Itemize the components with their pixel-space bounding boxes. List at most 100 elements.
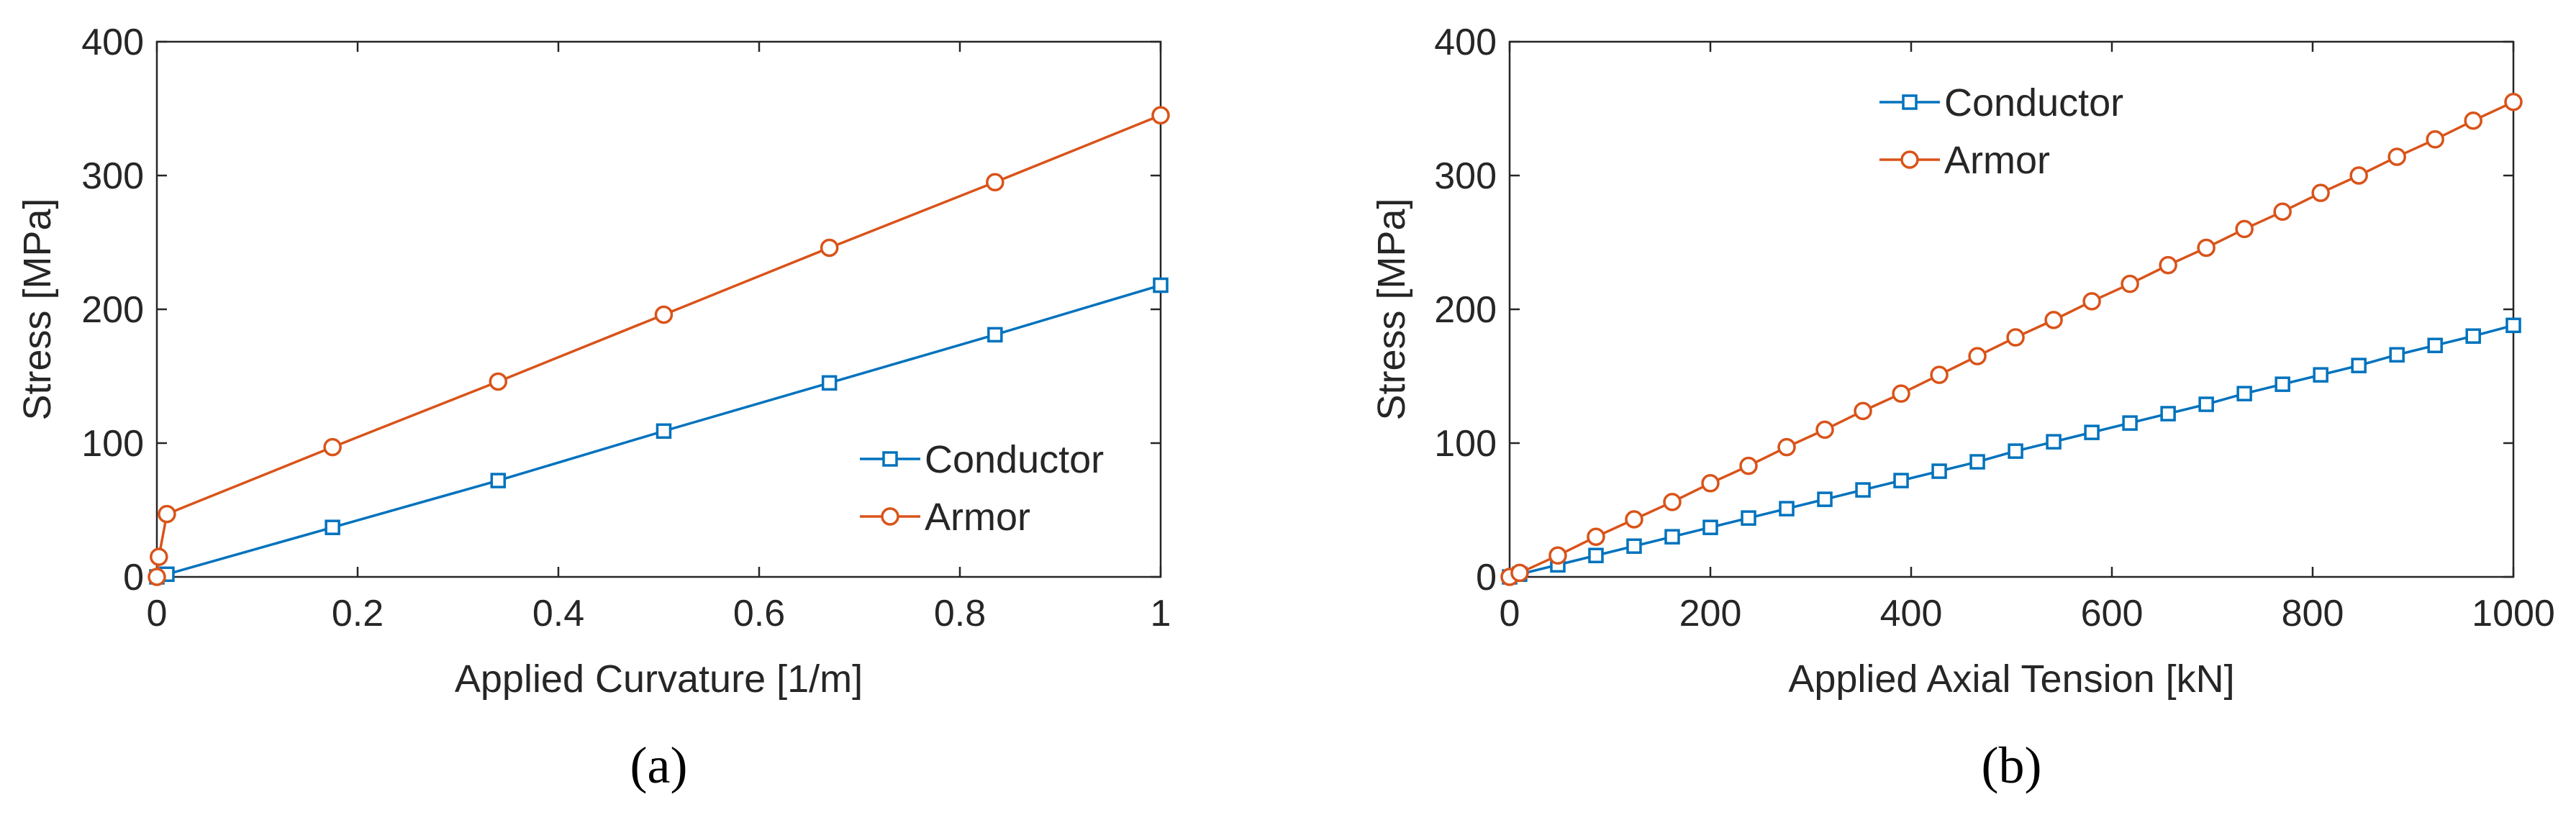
data-point-conductor <box>2275 376 2290 392</box>
x-tick-label: 0 <box>1500 593 1520 634</box>
data-point-conductor <box>1588 547 1604 563</box>
data-point-conductor <box>1969 454 1985 470</box>
data-point-armor <box>2311 183 2330 202</box>
y-axis-label: Stress [MPa] <box>16 198 59 420</box>
data-point-armor <box>2273 202 2292 221</box>
data-point-conductor <box>2198 396 2214 412</box>
data-point-armor <box>1151 106 1170 125</box>
data-point-conductor <box>1741 510 1756 526</box>
data-point-armor <box>2121 274 2139 293</box>
data-point-conductor <box>2389 347 2405 363</box>
series-line-armor <box>1509 101 2514 578</box>
legend-entry-conductor: Conductor <box>1879 81 2123 124</box>
data-point-conductor <box>821 375 838 391</box>
data-point-armor <box>2044 311 2063 329</box>
data-point-armor <box>1663 493 1682 511</box>
panel-label: (a) <box>630 737 688 794</box>
x-tick-label: 200 <box>1679 593 1742 634</box>
x-tick-label: 0 <box>147 593 168 634</box>
data-point-conductor <box>1664 529 1680 545</box>
data-point-armor <box>2006 328 2025 347</box>
data-point-armor <box>2426 130 2444 149</box>
data-point-armor <box>2159 255 2177 275</box>
legend-label: Conductor <box>1944 81 2123 124</box>
y-tick-label: 200 <box>81 289 144 331</box>
data-point-conductor <box>1779 501 1795 516</box>
y-tick-label: 0 <box>1476 557 1497 598</box>
data-point-armor <box>2082 292 2101 311</box>
y-tick-label: 300 <box>81 155 144 197</box>
data-point-conductor <box>2008 443 2023 459</box>
x-tick-label: 1 <box>1151 593 1171 634</box>
x-tick-label: 1000 <box>2472 593 2555 634</box>
data-point-armor <box>986 173 1004 192</box>
x-tick-label: 0.2 <box>332 593 384 634</box>
data-point-conductor <box>1855 482 1871 498</box>
y-axis-label: Stress [MPa] <box>1370 198 1413 420</box>
x-tick-label: 0.8 <box>934 593 986 634</box>
data-point-conductor <box>2465 328 2481 344</box>
data-point-conductor <box>1626 538 1642 554</box>
x-tick-label: 800 <box>2282 593 2344 634</box>
data-point-armor <box>1815 420 1834 440</box>
data-point-conductor <box>987 327 1003 343</box>
data-point-armor <box>1587 527 1605 546</box>
data-point-armor <box>1548 546 1567 565</box>
data-point-conductor <box>1153 277 1169 293</box>
data-point-armor <box>2504 92 2523 111</box>
data-point-armor <box>323 437 342 457</box>
data-point-armor <box>2349 166 2368 185</box>
legend-entry-armor: Armor <box>1879 139 2050 182</box>
data-point-armor <box>654 305 674 324</box>
legend-entry-armor: Armor <box>860 496 1030 539</box>
legend-marker-square <box>882 451 898 467</box>
y-tick-label: 400 <box>81 22 144 63</box>
data-point-conductor <box>2236 386 2252 401</box>
data-point-armor <box>1701 474 1720 493</box>
x-tick-label: 0.6 <box>733 593 785 634</box>
legend-label: Armor <box>1944 139 2050 182</box>
series-line-conductor <box>1509 324 2514 578</box>
x-tick-label: 400 <box>1880 593 1943 634</box>
data-point-armor <box>2235 219 2254 239</box>
data-point-armor <box>1854 401 1872 421</box>
series-conductor <box>1502 317 2521 585</box>
legend-marker-circle <box>1900 150 1919 169</box>
data-point-armor <box>2197 238 2216 258</box>
x-axis-label: Applied Axial Tension [kN] <box>1788 657 2234 701</box>
data-point-conductor <box>1817 491 1833 507</box>
data-point-conductor <box>2505 317 2521 334</box>
data-point-conductor <box>1931 463 1947 479</box>
legend-entry-conductor: Conductor <box>860 438 1104 481</box>
legend-marker-square <box>1902 94 1918 110</box>
data-point-armor <box>489 372 508 391</box>
data-point-armor <box>820 238 839 258</box>
x-tick-label: 0.4 <box>532 593 584 634</box>
data-point-conductor <box>2351 358 2367 373</box>
chart-panel-b: 0 200 400 600 800 1000 0 100 200 300 400 Applied Ax… <box>1370 22 2555 794</box>
data-point-armor <box>1930 365 1949 384</box>
y-tick-label: 0 <box>123 557 144 598</box>
data-point-conductor <box>1893 473 1909 488</box>
data-point-armor <box>2464 111 2482 130</box>
data-point-armor <box>1777 437 1796 457</box>
y-tick-label: 100 <box>1434 423 1497 465</box>
x-tick-label: 600 <box>2081 593 2144 634</box>
chart-panel-a: 0 0.2 0.4 0.6 0.8 1 0 100 200 300 400 Applied Curva… <box>16 22 1171 794</box>
data-point-armor <box>1625 510 1643 529</box>
data-point-armor <box>1739 456 1758 475</box>
data-point-conductor <box>2313 367 2328 383</box>
data-point-conductor <box>490 473 507 488</box>
data-point-armor <box>2387 147 2406 166</box>
data-point-conductor <box>325 519 340 535</box>
legend-label: Conductor <box>925 438 1104 481</box>
data-point-armor <box>158 504 176 524</box>
data-point-conductor <box>2122 415 2138 431</box>
data-point-conductor <box>656 423 672 440</box>
data-point-conductor <box>1702 519 1718 535</box>
series-armor <box>148 106 1170 586</box>
legend-marker-circle <box>881 507 899 526</box>
y-tick-label: 300 <box>1434 155 1497 197</box>
series-armor <box>1500 92 2523 586</box>
